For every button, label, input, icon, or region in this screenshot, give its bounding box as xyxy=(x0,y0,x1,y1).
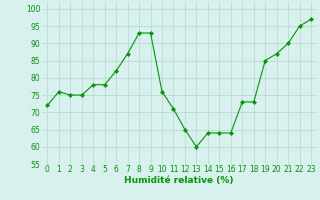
X-axis label: Humidité relative (%): Humidité relative (%) xyxy=(124,176,234,185)
